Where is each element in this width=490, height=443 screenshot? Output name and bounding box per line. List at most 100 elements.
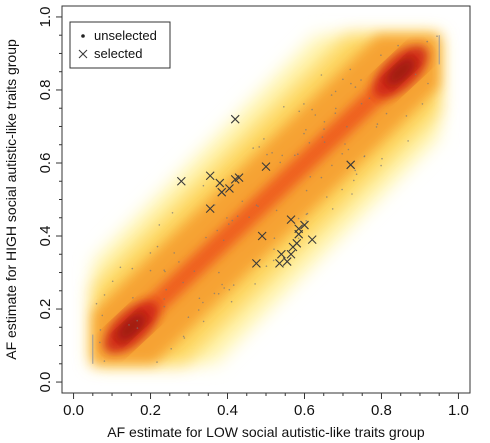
- unselected-point: [353, 179, 355, 182]
- selected-point: [176, 176, 186, 186]
- unselected-point: [103, 360, 106, 362]
- selected-point: [294, 229, 304, 239]
- unselected-point: [103, 294, 106, 296]
- unselected-point: [128, 324, 130, 326]
- selected-point: [286, 249, 296, 259]
- selected-point: [286, 215, 296, 224]
- unselected-point: [306, 212, 309, 215]
- x-tick-label: 0.8: [371, 402, 392, 419]
- unselected-point: [258, 146, 261, 148]
- y-tick-label: 0.0: [37, 372, 54, 393]
- unselected-point: [163, 269, 165, 272]
- unselected-point: [305, 220, 308, 222]
- unselected-point: [350, 82, 352, 85]
- unselected-point: [381, 157, 383, 160]
- unselected-point: [263, 138, 265, 140]
- unselected-point: [330, 94, 333, 96]
- unselected-point: [281, 154, 284, 157]
- unselected-point: [170, 348, 172, 350]
- unselected-point: [331, 208, 334, 210]
- unselected-point: [149, 269, 152, 272]
- selected-point: [282, 257, 292, 266]
- unselected-point: [279, 161, 282, 164]
- y-tick-label: 0.2: [37, 299, 54, 320]
- unselected-point: [426, 40, 429, 43]
- unselected-point: [309, 176, 312, 178]
- legend: unselected selected: [69, 21, 171, 69]
- unselected-point: [397, 44, 399, 47]
- unselected-point: [165, 288, 167, 291]
- y-tick-label: 0.6: [37, 153, 54, 174]
- unselected-point: [156, 361, 158, 363]
- unselected-point: [349, 68, 352, 71]
- unselected-point: [171, 212, 174, 214]
- unselected-point: [163, 305, 166, 308]
- unselected-point: [95, 302, 98, 305]
- unselected-point: [254, 283, 256, 285]
- unselected-point: [294, 154, 296, 157]
- unselected-point: [131, 267, 134, 270]
- legend-x-glyph: [78, 49, 88, 59]
- unselected-points: [95, 35, 438, 363]
- unselected-point: [346, 125, 348, 128]
- unselected-point: [202, 320, 205, 323]
- selected-point: [230, 114, 240, 124]
- unselected-point: [320, 176, 323, 179]
- unselected-point: [182, 335, 185, 338]
- unselected-point: [197, 309, 200, 311]
- unselected-point: [223, 287, 225, 289]
- unselected-point: [326, 196, 328, 198]
- unselected-point: [342, 78, 344, 81]
- unselected-point: [311, 108, 313, 111]
- unselected-point: [314, 114, 317, 116]
- unselected-point: [334, 90, 337, 93]
- unselected-point: [99, 341, 101, 344]
- unselected-point: [205, 236, 207, 239]
- x-tick-label: 0.2: [140, 402, 161, 419]
- unselected-point: [375, 126, 378, 128]
- unselected-point: [354, 169, 357, 172]
- unselected-point: [187, 316, 190, 319]
- unselected-point: [248, 216, 250, 218]
- legend-label-selected: selected: [94, 46, 142, 61]
- unselected-point: [368, 97, 371, 100]
- unselected-point: [354, 86, 357, 88]
- unselected-point: [331, 164, 333, 167]
- y-tick-label: 0.8: [37, 80, 54, 101]
- unselected-point: [271, 152, 273, 154]
- unselected-point: [341, 153, 344, 155]
- unselected-point: [158, 224, 161, 226]
- unselected-point: [334, 112, 337, 114]
- unselected-point: [198, 297, 201, 300]
- unselected-point: [163, 298, 165, 300]
- unselected-point: [303, 103, 305, 105]
- unselected-point: [380, 164, 382, 167]
- unselected-point: [275, 209, 278, 212]
- unselected-point: [360, 79, 362, 81]
- y-tick-label: 0.4: [37, 226, 54, 247]
- unselected-point: [230, 300, 233, 303]
- x-tick-label: 0.0: [63, 402, 84, 419]
- unselected-point: [272, 259, 275, 262]
- selected-point: [251, 259, 261, 268]
- unselected-point: [119, 266, 122, 269]
- selected-point: [261, 162, 271, 172]
- selected-point: [205, 204, 215, 214]
- unselected-point: [232, 284, 235, 286]
- unselected-point: [341, 188, 343, 191]
- x-axis-label: AF estimate for LOW social autistic-like…: [107, 424, 425, 440]
- density-core: [113, 54, 419, 345]
- unselected-point: [173, 252, 175, 254]
- selected-point: [300, 220, 309, 230]
- unselected-point: [380, 54, 382, 56]
- unselected-point: [111, 280, 114, 283]
- y-tick-label: 1.0: [37, 7, 54, 28]
- unselected-point: [347, 148, 350, 151]
- unselected-point: [297, 237, 300, 240]
- unselected-point: [202, 301, 204, 304]
- unselected-point: [323, 141, 326, 143]
- density-cloud: [92, 35, 440, 364]
- unselected-point: [136, 327, 139, 329]
- unselected-point: [183, 337, 186, 339]
- selected-point: [225, 184, 234, 193]
